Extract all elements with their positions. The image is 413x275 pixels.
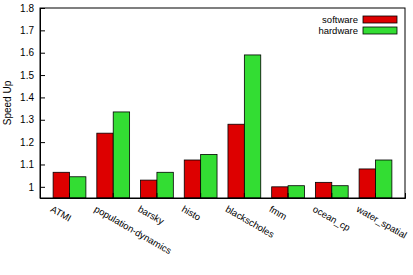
x-tick: ocean_cp xyxy=(311,193,352,233)
x-tick: water_spatial xyxy=(354,193,409,241)
x-tick-label: barsky xyxy=(136,203,166,227)
y-tick-mark xyxy=(40,97,45,98)
bar xyxy=(157,172,173,198)
y-tick-label: 1 xyxy=(28,182,34,193)
bar xyxy=(332,186,348,198)
y-tick: 1.2 xyxy=(20,137,45,148)
y-tick-mark xyxy=(40,120,45,121)
y-tick-label: 1.1 xyxy=(20,159,34,170)
x-axis: ATMI population-dynamicsbarsky histo blacks… xyxy=(41,193,409,256)
y-tick: 1.8 xyxy=(20,3,45,14)
x-axis-line xyxy=(41,193,406,199)
y-tick-mark xyxy=(40,8,45,9)
x-tick-label: fmm xyxy=(267,203,289,222)
y-tick: 1.5 xyxy=(20,70,45,81)
x-tick-mark xyxy=(156,193,157,198)
y-tick: 1.7 xyxy=(20,25,45,36)
y-tick: 1 xyxy=(28,182,45,193)
x-tick: barsky xyxy=(136,193,166,227)
y-tick-label: 1.7 xyxy=(20,25,34,36)
y-tick-mark xyxy=(40,187,45,188)
x-tick-mark xyxy=(244,193,245,198)
x-tick: fmm xyxy=(267,193,289,222)
x-tick: blackscholes xyxy=(224,193,277,240)
y-tick: 1.6 xyxy=(20,47,45,58)
y-tick-mark xyxy=(40,142,45,143)
bar xyxy=(113,112,129,198)
bar xyxy=(359,169,375,198)
bar xyxy=(272,187,288,198)
legend-swatch xyxy=(363,16,397,23)
legend: softwarehardware xyxy=(318,14,397,36)
bar xyxy=(70,177,86,198)
y-tick-label: 1.6 xyxy=(20,47,34,58)
legend-label: software xyxy=(322,14,358,25)
legend-label: hardware xyxy=(318,25,358,36)
x-tick-label: population-dynamics xyxy=(93,203,174,256)
y-tick: 1.1 xyxy=(20,159,45,170)
plot-frame xyxy=(40,8,405,198)
x-tick: ATMI xyxy=(49,193,74,224)
y-tick-mark xyxy=(40,164,45,165)
y-tick-mark xyxy=(40,75,45,76)
x-tick-mark xyxy=(288,193,289,198)
bar xyxy=(184,160,200,198)
bar xyxy=(288,186,304,198)
y-axis-title: Speed Up xyxy=(2,80,13,125)
y-axis-line xyxy=(41,9,46,199)
bar xyxy=(375,160,391,198)
y-tick-mark xyxy=(40,30,45,31)
y-tick-label: 1.2 xyxy=(20,137,34,148)
chart: 1 1.1 1.2 1.3 1.4 1.5 1.6 1.7 1.8 ATMI population-… xyxy=(0,0,413,275)
bar xyxy=(244,55,260,198)
bar xyxy=(201,154,217,198)
x-tick-mark xyxy=(331,193,332,198)
y-tick-label: 1.8 xyxy=(20,3,34,14)
y-tick-label: 1.5 xyxy=(20,70,34,81)
y-tick-label: 1.4 xyxy=(20,92,34,103)
y-tick-mark xyxy=(40,53,45,54)
bar xyxy=(315,182,331,198)
x-tick: population-dynamics xyxy=(93,193,174,256)
plot: 1 1.1 1.2 1.3 1.4 1.5 1.6 1.7 1.8 ATMI population-… xyxy=(20,3,409,257)
x-tick-mark xyxy=(375,193,376,198)
x-tick-label: ATMI xyxy=(49,203,74,224)
x-tick-mark xyxy=(200,193,201,198)
legend-swatch xyxy=(363,27,397,34)
bar xyxy=(141,180,157,198)
bar xyxy=(97,133,113,198)
bar xyxy=(53,172,69,198)
x-tick-label: histo xyxy=(180,203,203,223)
x-tick-mark xyxy=(69,193,70,198)
x-tick: histo xyxy=(180,193,203,223)
y-tick: 1.4 xyxy=(20,92,45,103)
x-tick-label: ocean_cp xyxy=(311,203,352,233)
y-tick-label: 1.3 xyxy=(20,114,34,125)
x-tick-mark xyxy=(113,193,114,198)
y-axis: 1 1.1 1.2 1.3 1.4 1.5 1.6 1.7 1.8 xyxy=(20,3,45,199)
bars xyxy=(53,55,392,198)
y-tick: 1.3 xyxy=(20,114,45,125)
x-tick-label: water_spatial xyxy=(354,203,409,241)
bar xyxy=(228,124,244,198)
